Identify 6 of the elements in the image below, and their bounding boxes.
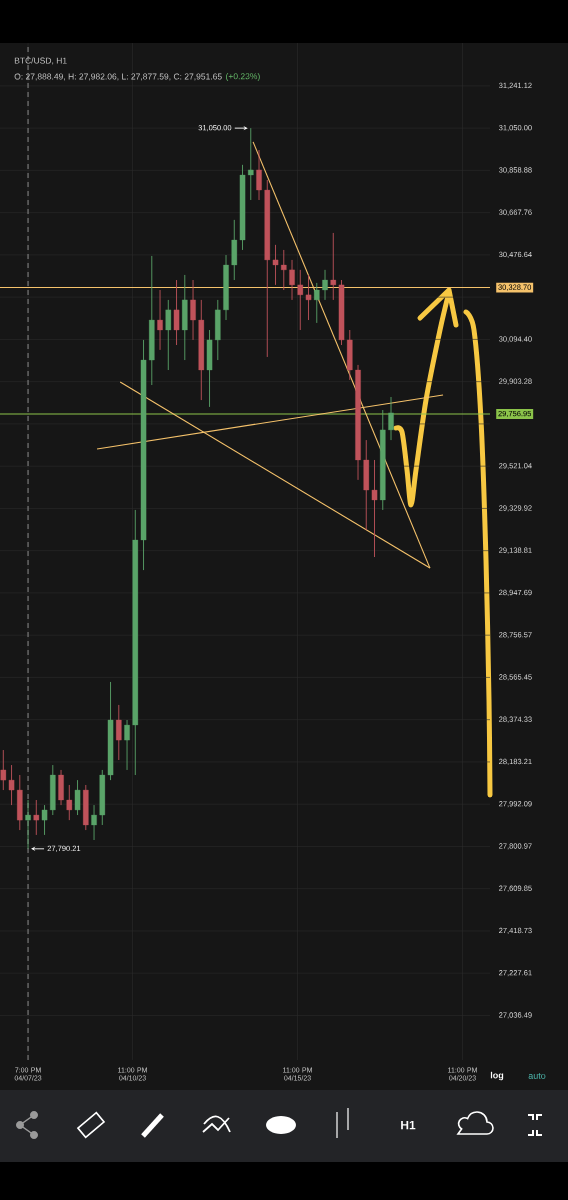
text: log [490,1071,504,1081]
text: H1 [401,1120,416,1130]
annotation: (+0.23%) [226,73,260,81]
text: BTC/USD, H1 [14,57,67,65]
text: auto [528,1073,546,1079]
text: O: 27,888.49, H: 27,982.06, L: 27,877.59, C: 27,951.65 [14,73,222,81]
